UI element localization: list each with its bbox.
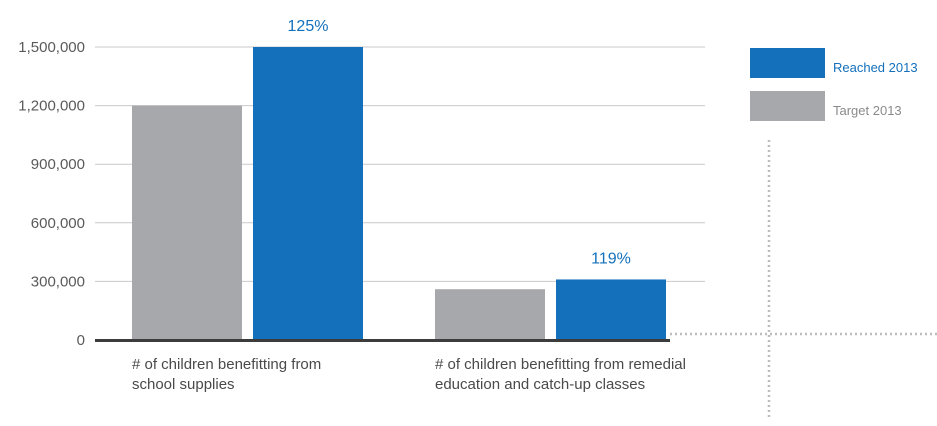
legend-swatch xyxy=(750,91,825,121)
data-labels: 125% 119% xyxy=(288,18,631,267)
y-tick-label: 600,000 xyxy=(31,215,85,232)
category-label: # of children benefitting from remedial e… xyxy=(435,356,686,393)
data-label: 119% xyxy=(591,250,631,267)
bar-reached-1 xyxy=(253,47,363,340)
legend-label: Reached 2013 xyxy=(833,60,918,75)
category-label: # of children benefitting from school sup… xyxy=(132,356,321,393)
y-tick-label: 1,500,000 xyxy=(18,39,85,56)
y-tick-label: 1,200,000 xyxy=(18,98,85,115)
legend-swatch xyxy=(750,48,825,78)
y-tick-label: 900,000 xyxy=(31,156,85,173)
data-label: 125% xyxy=(288,18,329,35)
dotted-crosshair xyxy=(670,140,937,420)
y-axis-ticks: 0 300,000 600,000 900,000 1,200,000 1,500,000 xyxy=(18,39,85,349)
bars xyxy=(132,47,666,340)
y-tick-label: 0 xyxy=(77,332,85,349)
y-tick-label: 300,000 xyxy=(31,273,85,290)
category-labels: # of children benefitting from school sup… xyxy=(132,356,686,393)
legend: Reached 2013 Target 2013 xyxy=(750,48,918,121)
bar-reached-2 xyxy=(556,279,666,340)
legend-label: Target 2013 xyxy=(833,103,902,118)
bar-target-2 xyxy=(435,289,545,340)
bar-target-1 xyxy=(132,105,242,340)
